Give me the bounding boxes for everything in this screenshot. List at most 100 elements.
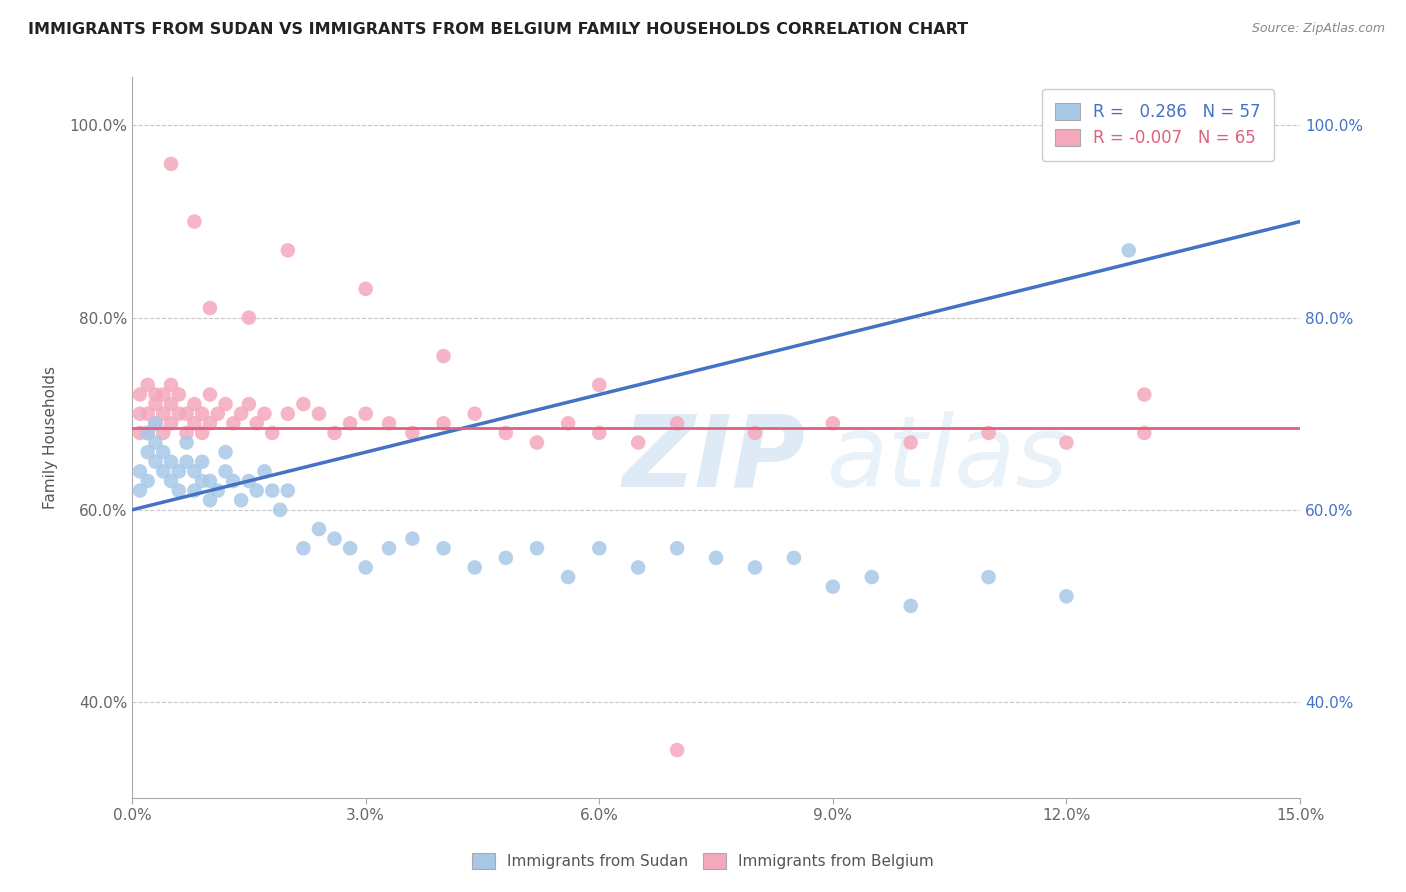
Point [152, 425, 174, 440]
Point [128, 464, 150, 478]
Point [214, 445, 236, 459]
Point [860, 570, 883, 584]
Point [167, 464, 190, 478]
Point [354, 407, 377, 421]
Point [464, 560, 486, 574]
Point [253, 407, 276, 421]
Point [1054, 435, 1077, 450]
Point [214, 464, 236, 478]
Point [238, 397, 260, 411]
Point [277, 483, 299, 498]
Point [207, 407, 229, 421]
Point [136, 425, 159, 440]
Point [238, 310, 260, 325]
Point [167, 407, 190, 421]
Point [526, 541, 548, 556]
Point [821, 580, 844, 594]
Point [378, 417, 401, 431]
Point [222, 474, 245, 488]
Point [744, 560, 766, 574]
Text: IMMIGRANTS FROM SUDAN VS IMMIGRANTS FROM BELGIUM FAMILY HOUSEHOLDS CORRELATION C: IMMIGRANTS FROM SUDAN VS IMMIGRANTS FROM… [28, 22, 969, 37]
Point [128, 387, 150, 401]
Point [229, 407, 252, 421]
Point [900, 599, 922, 613]
Point [1054, 589, 1077, 603]
Point [145, 417, 167, 431]
Point [339, 541, 361, 556]
Point [666, 541, 689, 556]
Point [977, 570, 1000, 584]
Point [183, 397, 205, 411]
Point [145, 417, 167, 431]
Point [145, 397, 167, 411]
Point [464, 407, 486, 421]
Point [183, 483, 205, 498]
Point [246, 417, 269, 431]
Point [1133, 425, 1156, 440]
Point [152, 407, 174, 421]
Point [323, 532, 346, 546]
Point [128, 407, 150, 421]
Point [191, 407, 214, 421]
Point [136, 445, 159, 459]
Point [152, 445, 174, 459]
Point [323, 425, 346, 440]
Point [128, 483, 150, 498]
Point [744, 425, 766, 440]
Point [176, 455, 198, 469]
Point [432, 417, 454, 431]
Text: Source: ZipAtlas.com: Source: ZipAtlas.com [1251, 22, 1385, 36]
Point [198, 387, 221, 401]
Point [207, 483, 229, 498]
Point [627, 435, 650, 450]
Point [495, 550, 517, 565]
Point [1133, 387, 1156, 401]
Point [183, 214, 205, 228]
Point [167, 483, 190, 498]
Point [136, 474, 159, 488]
Point [495, 425, 517, 440]
Point [222, 417, 245, 431]
Point [588, 541, 610, 556]
Point [292, 541, 315, 556]
Point [277, 407, 299, 421]
Point [277, 244, 299, 258]
Point [526, 435, 548, 450]
Point [145, 387, 167, 401]
Text: atlas: atlas [827, 411, 1069, 508]
Point [262, 483, 284, 498]
Point [152, 464, 174, 478]
Point [191, 455, 214, 469]
Point [666, 743, 689, 757]
Text: ZIP: ZIP [623, 411, 806, 508]
Point [198, 417, 221, 431]
Legend: R =   0.286   N = 57, R = -0.007   N = 65: R = 0.286 N = 57, R = -0.007 N = 65 [1042, 89, 1274, 161]
Point [145, 435, 167, 450]
Point [160, 397, 183, 411]
Point [191, 425, 214, 440]
Point [183, 464, 205, 478]
Point [354, 282, 377, 296]
Point [308, 522, 330, 536]
Point [183, 417, 205, 431]
Point [262, 425, 284, 440]
Point [666, 417, 689, 431]
Point [160, 417, 183, 431]
Point [378, 541, 401, 556]
Point [238, 474, 260, 488]
Point [198, 493, 221, 508]
Point [1118, 244, 1140, 258]
Point [160, 157, 183, 171]
Point [152, 387, 174, 401]
Point [160, 378, 183, 392]
Point [557, 570, 579, 584]
Point [160, 455, 183, 469]
Y-axis label: Family Households: Family Households [44, 367, 58, 509]
Point [136, 407, 159, 421]
Point [432, 541, 454, 556]
Point [214, 397, 236, 411]
Point [198, 301, 221, 315]
Point [176, 425, 198, 440]
Point [246, 483, 269, 498]
Point [191, 474, 214, 488]
